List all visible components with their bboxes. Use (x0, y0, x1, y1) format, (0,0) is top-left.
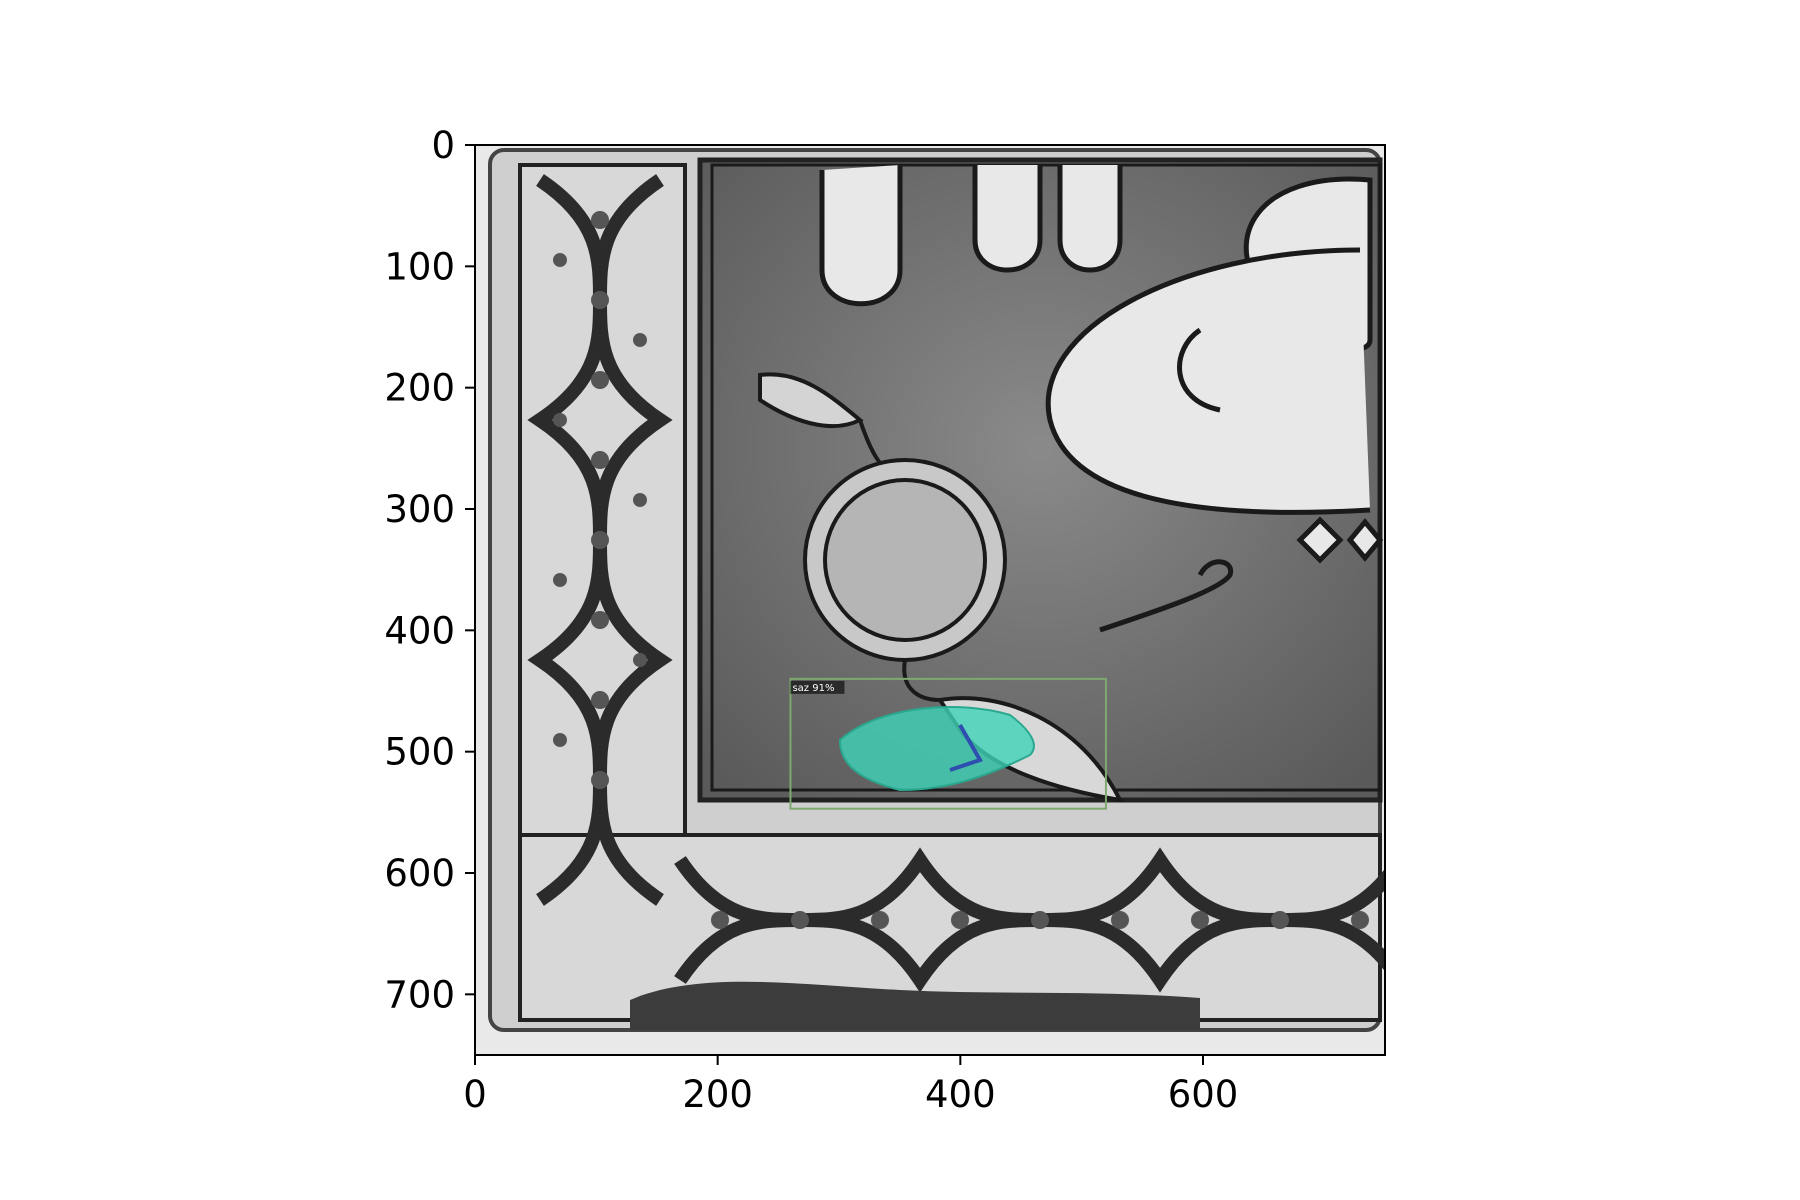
y-tick-label: 0 (431, 124, 455, 167)
x-tick-label: 600 (1168, 1073, 1239, 1116)
detection-label: saz 91% (792, 683, 834, 694)
calligraphy (819, 165, 1384, 633)
tile-photo (475, 145, 1385, 1055)
y-tick-label: 300 (384, 488, 455, 531)
x-tick-label: 200 (682, 1073, 753, 1116)
y-tick-label: 400 (384, 609, 455, 652)
y-tick-label: 200 (384, 367, 455, 410)
detection-label-background (790, 680, 845, 694)
x-axis: 0 200 400 600 (463, 1055, 1238, 1116)
left-braid-dots (553, 211, 647, 789)
detection-box (789, 677, 1107, 810)
detection-mask-highlight (949, 724, 983, 772)
x-tick-label: 0 (463, 1073, 487, 1116)
y-axis: 0 100 200 300 400 500 600 700 (384, 124, 475, 1016)
axes-frame (474, 144, 1386, 1056)
x-tick-label: 400 (925, 1073, 996, 1116)
y-tick-label: 100 (384, 245, 455, 288)
bottom-braid-dots (711, 911, 1369, 929)
detection-mask (838, 706, 1035, 792)
damaged-edge (630, 981, 1200, 1030)
y-tick-label: 500 (384, 731, 455, 774)
y-tick-label: 700 (384, 973, 455, 1016)
y-tick-label: 600 (384, 852, 455, 895)
